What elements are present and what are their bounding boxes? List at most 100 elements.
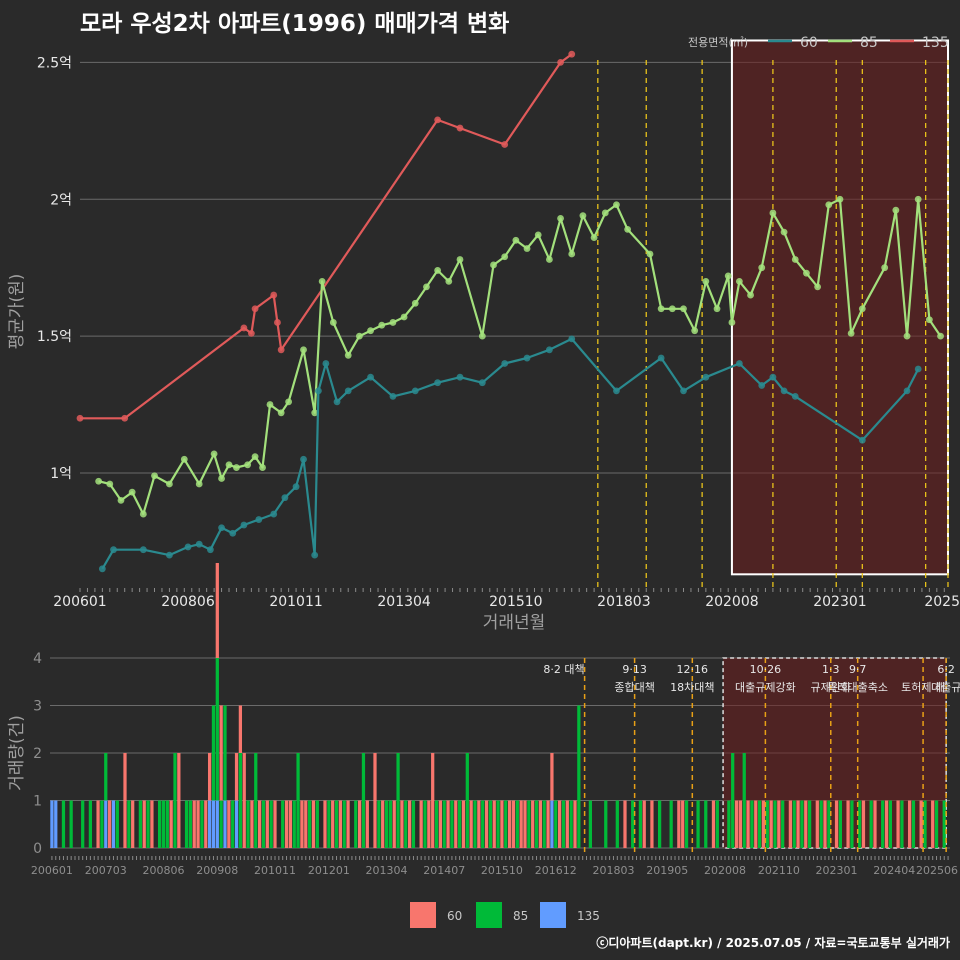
data-point-85 [914, 195, 922, 203]
bar-85 [911, 800, 916, 848]
bar-x-tick-label: 202301 [816, 864, 858, 877]
bar-85 [569, 800, 573, 848]
data-point-60 [322, 360, 330, 367]
bar-85 [934, 800, 939, 848]
bar-60 [192, 800, 196, 848]
bar-60 [734, 800, 739, 848]
data-point-85 [601, 209, 609, 217]
bar-60 [257, 800, 262, 848]
data-point-85 [277, 409, 285, 417]
data-point-85 [613, 201, 620, 209]
data-point-85 [713, 305, 721, 313]
data-point-85 [780, 228, 788, 236]
bar-85 [261, 800, 266, 848]
bar-60 [392, 800, 396, 848]
data-point-60 [791, 392, 799, 400]
bar-60 [711, 800, 716, 848]
data-point-85 [300, 346, 307, 354]
data-point-85 [568, 250, 576, 258]
event-label: 18차대책 [670, 681, 714, 694]
data-point-60 [255, 516, 263, 523]
data-point-85 [735, 277, 743, 285]
bar-60 [746, 800, 750, 848]
data-point-135 [251, 305, 259, 313]
bar-85 [246, 800, 250, 848]
data-point-85 [311, 409, 319, 417]
bar-x-tick-label: 201407 [423, 864, 465, 877]
bar-60 [96, 800, 100, 848]
y-tick-label: 2억 [50, 192, 72, 208]
bar-85 [115, 800, 119, 848]
data-point-60 [389, 392, 397, 400]
data-point-135 [240, 324, 248, 332]
event-label: 종합대책 [614, 681, 654, 694]
bar-85 [684, 800, 689, 848]
bar-60 [142, 800, 146, 848]
bar-60 [477, 800, 481, 848]
bar-x-tick-label: 201905 [646, 864, 688, 877]
bar-60 [288, 800, 293, 848]
bar-60 [346, 800, 350, 848]
bar-85 [100, 800, 104, 848]
bar-135 [215, 800, 219, 848]
bar-legend-label-60: 60 [447, 909, 462, 923]
bar-x-tick-label: 200703 [85, 864, 127, 877]
data-point-85 [117, 496, 125, 504]
x-tick-label: 201011 [269, 594, 322, 610]
legend-label-135: 135 [922, 35, 949, 51]
data-point-85 [892, 206, 900, 214]
bar-60 [331, 800, 335, 848]
data-point-135 [557, 58, 564, 66]
bar-60 [250, 800, 254, 848]
data-point-60 [914, 365, 922, 373]
bottom-bars [50, 563, 946, 848]
data-point-60 [367, 373, 374, 381]
bar-y-tick-label: 1 [33, 794, 42, 810]
bar-60 [419, 800, 423, 848]
data-point-85 [724, 272, 732, 280]
bar-60 [177, 753, 181, 848]
bar-60 [796, 800, 800, 848]
data-point-85 [225, 461, 233, 469]
bar-60 [242, 753, 246, 848]
bar-85 [188, 800, 193, 848]
bar-legend-swatch-85 [476, 902, 502, 928]
bar-x-tick-label: 200806 [142, 864, 184, 877]
bar-60 [873, 800, 877, 848]
bar-85 [807, 800, 812, 848]
bar-85 [138, 800, 143, 848]
bar-60 [738, 800, 743, 848]
data-point-85 [285, 398, 293, 406]
data-point-135 [456, 124, 464, 132]
bar-60 [304, 800, 308, 848]
bar-60 [265, 800, 269, 848]
bar-60 [431, 753, 435, 848]
bar-85 [354, 800, 358, 848]
data-point-85 [95, 477, 103, 485]
bar-x-tick-label: 202008 [704, 864, 746, 877]
bar-85 [361, 753, 366, 848]
data-point-85 [344, 351, 352, 359]
bar-135 [550, 800, 554, 848]
bar-85 [81, 800, 85, 848]
bar-60 [804, 800, 808, 848]
event-label: 1·3 [822, 663, 840, 676]
bar-135 [207, 800, 212, 848]
bar-85 [638, 800, 643, 848]
bar-60 [438, 800, 443, 848]
x-tick-label: 201304 [377, 594, 431, 610]
data-point-60 [344, 387, 352, 395]
event-label: 대출규제강화 [735, 681, 796, 694]
bar-x-tick-label: 201803 [592, 864, 634, 877]
data-point-85 [624, 225, 632, 233]
bar-x-tick-label: 201201 [308, 864, 350, 877]
bar-85 [588, 800, 593, 848]
bar-85 [869, 800, 873, 848]
bar-60 [204, 800, 208, 848]
top-event-lines [597, 60, 949, 588]
bar-85 [765, 800, 769, 848]
bar-85 [315, 800, 319, 848]
data-point-60 [311, 551, 319, 559]
bar-60 [469, 800, 473, 848]
bar-85 [184, 800, 189, 848]
